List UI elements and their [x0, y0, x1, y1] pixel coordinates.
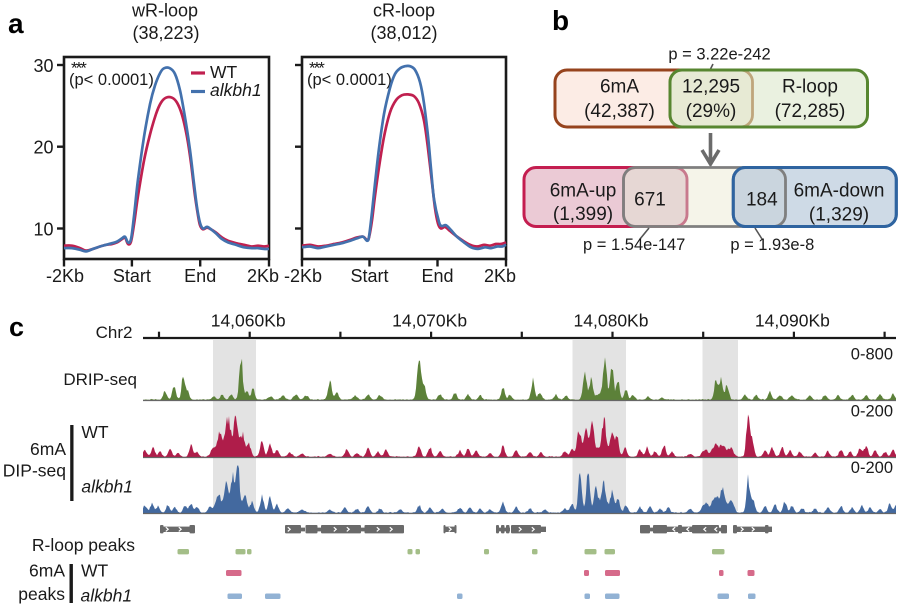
svg-text:6mA: 6mA — [600, 77, 639, 98]
svg-text:(p< 0.0001): (p< 0.0001) — [307, 71, 392, 89]
svg-text:(38,012): (38,012) — [370, 23, 437, 43]
svg-text:14,080Kb: 14,080Kb — [574, 311, 649, 331]
svg-text:0-200: 0-200 — [851, 459, 893, 477]
svg-text:R-loop: R-loop — [782, 77, 838, 98]
svg-text:14,090Kb: 14,090Kb — [755, 311, 830, 331]
svg-text:peaks: peaks — [18, 584, 65, 604]
svg-text:b: b — [552, 5, 569, 36]
svg-text:Start: Start — [350, 266, 388, 286]
svg-text:WT: WT — [81, 422, 109, 442]
svg-text:Start: Start — [113, 266, 151, 286]
svg-text:End: End — [184, 266, 216, 286]
svg-text:p = 1.93e-8: p = 1.93e-8 — [730, 236, 814, 254]
svg-text:R-loop peaks: R-loop peaks — [32, 535, 135, 555]
svg-text:14,070Kb: 14,070Kb — [392, 311, 467, 331]
svg-text:alkbh1: alkbh1 — [81, 586, 133, 606]
svg-text:6mA-down: 6mA-down — [794, 181, 885, 202]
svg-text:30: 30 — [33, 56, 53, 76]
svg-text:alkbh1: alkbh1 — [81, 477, 133, 497]
svg-text:0-800: 0-800 — [851, 346, 893, 364]
svg-text:wR-loop: wR-loop — [131, 1, 198, 21]
svg-text:alkbh1: alkbh1 — [210, 80, 262, 100]
svg-text:2Kb: 2Kb — [484, 266, 516, 286]
svg-text:(29%): (29%) — [686, 101, 737, 122]
svg-text:DIP-seq: DIP-seq — [3, 461, 66, 481]
svg-text:10: 10 — [33, 220, 53, 240]
svg-text:6mA: 6mA — [29, 561, 65, 581]
svg-text:20: 20 — [33, 138, 53, 158]
svg-text:Chr2: Chr2 — [96, 323, 133, 342]
svg-text:cR-loop: cR-loop — [373, 1, 435, 21]
svg-text:184: 184 — [746, 190, 778, 211]
svg-text:-2Kb: -2Kb — [46, 266, 84, 286]
svg-text:2Kb: 2Kb — [247, 266, 279, 286]
svg-text:End: End — [421, 266, 453, 286]
svg-text:(p< 0.0001): (p< 0.0001) — [69, 71, 154, 89]
svg-text:(42,387): (42,387) — [584, 101, 655, 122]
svg-text:12,295: 12,295 — [682, 77, 740, 98]
svg-text:***: *** — [309, 59, 325, 78]
svg-text:a: a — [8, 8, 24, 39]
svg-text:(1,329): (1,329) — [809, 205, 869, 226]
svg-text:6mA: 6mA — [30, 439, 66, 459]
svg-text:(72,285): (72,285) — [775, 101, 846, 122]
svg-text:0-200: 0-200 — [851, 403, 893, 421]
svg-text:(1,399): (1,399) — [553, 204, 613, 225]
svg-text:DRIP-seq: DRIP-seq — [63, 370, 137, 389]
svg-text:671: 671 — [634, 190, 666, 211]
svg-text:(38,223): (38,223) — [132, 23, 199, 43]
svg-text:***: *** — [71, 59, 87, 78]
svg-text:6mA-up: 6mA-up — [550, 181, 617, 202]
svg-text:p = 1.54e-147: p = 1.54e-147 — [583, 236, 685, 254]
svg-text:WT: WT — [81, 561, 109, 581]
svg-text:p = 3.22e-242: p = 3.22e-242 — [668, 46, 770, 64]
svg-text:-2Kb: -2Kb — [284, 266, 322, 286]
svg-text:c: c — [9, 312, 24, 342]
svg-text:14,060Kb: 14,060Kb — [211, 311, 286, 331]
svg-text:WT: WT — [210, 62, 238, 82]
